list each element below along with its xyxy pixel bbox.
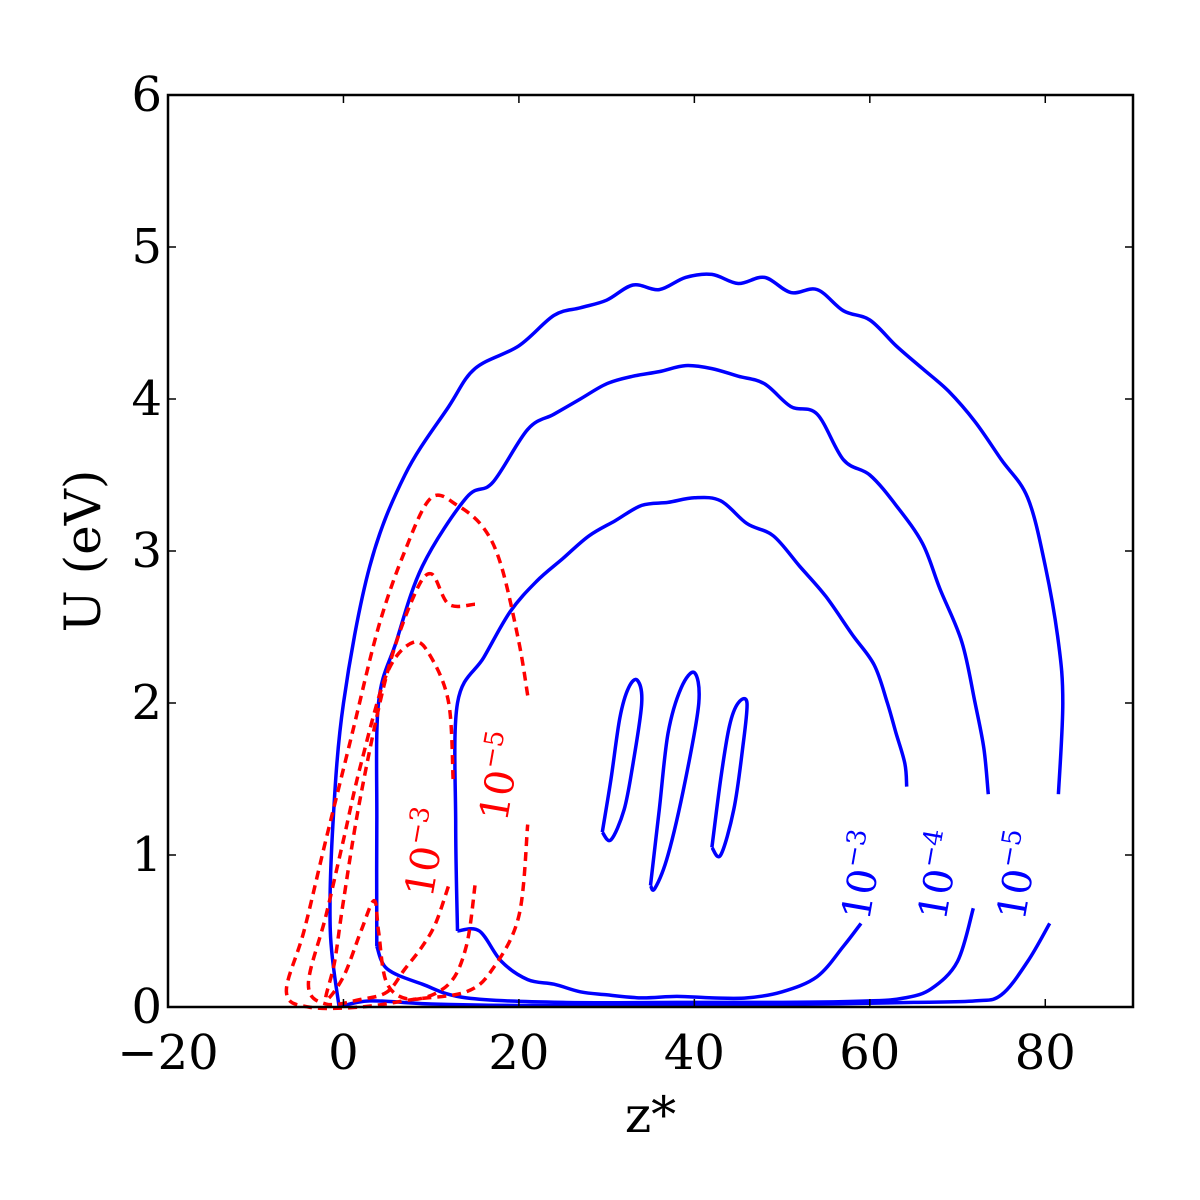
x-axis-label: z* — [625, 1086, 676, 1144]
contour-line-blue-3 — [375, 907, 975, 1005]
contour-label-red-10: 10−3 — [392, 804, 458, 901]
contour-line-blue-1 — [338, 922, 1052, 1009]
contour-line-blue-5 — [457, 922, 863, 1001]
y-tick-label: 1 — [131, 827, 162, 883]
contour-labels: 10−510−410−310−510−3 — [392, 728, 1050, 924]
y-tick-label: 3 — [131, 523, 162, 579]
contour-line-blue-2 — [374, 363, 991, 947]
x-tick-label: −20 — [117, 1025, 218, 1081]
contour-line-blue-0 — [328, 272, 1065, 1008]
y-axis-label: U (eV) — [54, 470, 112, 633]
contour-line-blue-6 — [600, 677, 644, 843]
x-tick-label: 80 — [1015, 1025, 1076, 1081]
y-tick-label: 0 — [131, 979, 162, 1035]
contour-label-blue-2: 10−4 — [905, 827, 971, 924]
x-tick-label: 0 — [328, 1025, 359, 1081]
contour-line-blue-7 — [648, 670, 701, 892]
x-tick-label: 60 — [839, 1025, 900, 1081]
contour-line-blue-4 — [453, 495, 909, 932]
y-tick-label: 4 — [131, 371, 162, 427]
contour-line-red-10 — [306, 639, 455, 1007]
contour-line-red-9 — [284, 493, 530, 1011]
contour-label-blue-0: 10−5 — [984, 827, 1050, 924]
contour-line-red-11 — [323, 571, 477, 1002]
contour-lines — [284, 272, 1065, 1011]
contour-label-red-9: 10−5 — [466, 728, 532, 825]
contour-label-blue-4: 10−3 — [829, 827, 895, 924]
x-tick-label: 40 — [664, 1025, 725, 1081]
y-tick-label: 5 — [131, 219, 162, 275]
y-tick-label: 2 — [131, 675, 162, 731]
y-tick-label: 6 — [131, 67, 162, 123]
contour-line-blue-8 — [710, 696, 749, 859]
x-tick-label: 20 — [488, 1025, 549, 1081]
